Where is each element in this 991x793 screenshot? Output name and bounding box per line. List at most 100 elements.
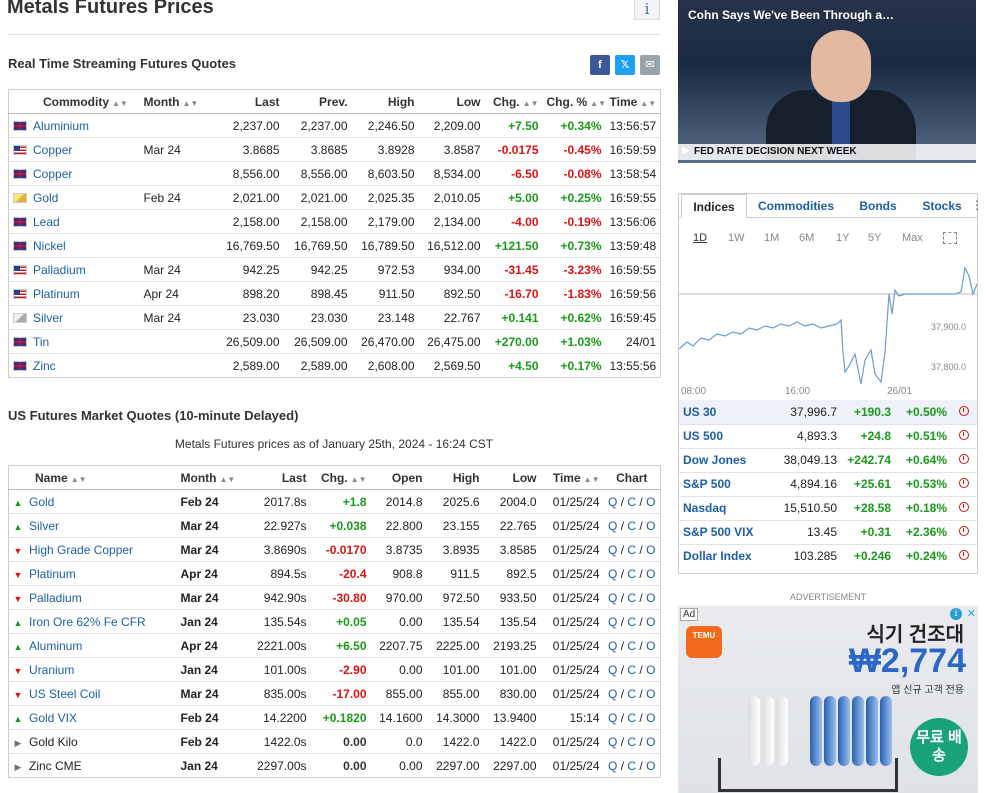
commodity-link[interactable]: Tin	[33, 334, 50, 349]
options-link[interactable]: O	[646, 638, 656, 653]
table-row[interactable]: Gold Feb 24 2,021.00 2,021.00 2,025.35 2,010.…	[8, 185, 661, 210]
col-chg[interactable]: Chg. ▲▼	[310, 465, 371, 490]
chart-link[interactable]: C	[627, 494, 637, 509]
future-name[interactable]: High Grade Copper	[29, 542, 134, 557]
col-low[interactable]: Low	[418, 89, 485, 114]
chart-link[interactable]: C	[627, 566, 637, 581]
chart-link[interactable]: C	[627, 686, 637, 701]
col-low[interactable]: Low	[483, 465, 541, 490]
col-last[interactable]: Last	[207, 89, 284, 114]
col-chg-pct[interactable]: Chg. % ▲▼	[542, 89, 606, 114]
quote-link[interactable]: Q	[608, 590, 618, 605]
table-row[interactable]: Copper Mar 24 3.8685 3.8685 3.8928 3.8587 -0.0…	[8, 137, 661, 162]
future-name[interactable]: Gold VIX	[29, 710, 78, 725]
index-row[interactable]: Nasdaq 15,510.50 +28.58 +0.18%	[679, 496, 977, 521]
quote-link[interactable]: Q	[608, 614, 618, 629]
options-link[interactable]: O	[646, 734, 656, 749]
email-share-icon[interactable]: ✉	[640, 55, 660, 75]
options-link[interactable]: O	[646, 518, 656, 533]
commodity-link[interactable]: Copper	[33, 142, 73, 157]
table-row[interactable]: ▼ High Grade Copper Mar 24 3.8690s -0.0170 3.…	[8, 537, 661, 562]
tab-stocks[interactable]: Stocks	[922, 199, 962, 213]
index-row[interactable]: US 500 4,893.3 +24.8 +0.51%	[679, 424, 977, 449]
quote-link[interactable]: Q	[608, 686, 618, 701]
future-name[interactable]: US Steel Coil	[29, 686, 101, 701]
table-row[interactable]: ▶ Zinc CME Jan 24 2297.00s 0.00 0.00 2297.00 22…	[9, 754, 661, 778]
quote-link[interactable]: Q	[608, 542, 618, 557]
table-row[interactable]: Tin 26,509.00 26,509.00 26,470.00 26,475.00 +…	[8, 329, 661, 354]
col-last[interactable]: Last	[240, 465, 311, 490]
table-row[interactable]: ▲ Gold Feb 24 2017.8s +1.8 2014.8 2025.6 2004.0…	[8, 489, 661, 514]
range-5y[interactable]: 5Y	[868, 232, 882, 244]
index-name[interactable]: US 30	[679, 400, 771, 425]
table-row[interactable]: ▲ Silver Mar 24 22.927s +0.038 22.800 23.155 22…	[8, 513, 661, 538]
chart-link[interactable]: C	[627, 614, 637, 629]
commodity-link[interactable]: Copper	[33, 166, 73, 181]
col-high[interactable]: High	[351, 89, 419, 114]
table-row[interactable]: Aluminium 2,237.00 2,237.00 2,246.50 2,209.0…	[8, 113, 661, 138]
future-name[interactable]: Gold	[29, 494, 55, 509]
chart-link[interactable]: C	[627, 758, 637, 773]
quote-link[interactable]: Q	[608, 494, 618, 509]
col-name[interactable]: Name ▲▼	[8, 465, 177, 490]
options-link[interactable]: O	[646, 758, 656, 773]
range-1y[interactable]: 1Y	[836, 232, 850, 244]
table-row[interactable]: Palladium Mar 24 942.25 942.25 972.53 934.00-…	[8, 257, 661, 282]
table-row[interactable]: ▼ Uranium Jan 24 101.00s -2.90 0.00 101.00 101.…	[8, 657, 661, 682]
options-link[interactable]: O	[646, 614, 656, 629]
chart-link[interactable]: C	[627, 710, 637, 725]
table-row[interactable]: ▼ Platinum Apr 24 894.5s -20.4 908.8 911.5 892.…	[8, 561, 661, 586]
facebook-share-icon[interactable]: f	[590, 55, 610, 75]
quote-link[interactable]: Q	[608, 758, 618, 773]
table-row[interactable]: Lead 2,158.00 2,158.00 2,179.00 2,134.00 -4.0…	[8, 209, 661, 234]
twitter-share-icon[interactable]: 𝕏	[615, 55, 635, 75]
chart-link[interactable]: C	[627, 734, 637, 749]
index-name[interactable]: S&P 500	[679, 472, 771, 497]
table-row[interactable]: ▼ Palladium Mar 24 942.90s -30.80 970.00 972.5…	[8, 585, 661, 610]
commodity-link[interactable]: Gold	[33, 190, 59, 205]
info-icon[interactable]: i	[634, 0, 660, 20]
range-max[interactable]: Max	[902, 232, 923, 244]
chart-link[interactable]: C	[627, 518, 637, 533]
tab-indices[interactable]: Indices	[681, 194, 747, 218]
options-link[interactable]: O	[646, 662, 656, 677]
index-row[interactable]: S&P 500 VIX 13.45 +0.31 +2.36%	[679, 520, 977, 545]
chart-link[interactable]: C	[627, 542, 637, 557]
future-name[interactable]: Platinum	[29, 566, 76, 581]
col-time[interactable]: Time ▲▼	[605, 89, 661, 114]
table-row[interactable]: Copper 8,556.00 8,556.00 8,603.50 8,534.00 -6…	[8, 161, 661, 186]
future-name[interactable]: Iron Ore 62% Fe CFR	[29, 614, 146, 629]
col-high[interactable]: High	[426, 465, 484, 490]
tab-commodities[interactable]: Commodities	[757, 199, 834, 213]
col-commodity[interactable]: Commodity ▲▼	[8, 89, 140, 114]
tab-bonds[interactable]: Bonds	[859, 199, 897, 213]
table-row[interactable]: ▲ Aluminum Apr 24 2221.00s +6.50 2207.75 2225.…	[8, 633, 661, 658]
range-1d[interactable]: 1D	[693, 232, 708, 244]
range-6m[interactable]: 6M	[799, 232, 815, 244]
video-player[interactable]: Cohn Says We've Been Through a… FED RATE…	[678, 0, 976, 163]
table-row[interactable]: ▲ Iron Ore 62% Fe CFR Jan 24 135.54s +0.05 0.…	[8, 609, 661, 634]
commodity-link[interactable]: Palladium	[33, 262, 86, 277]
table-row[interactable]: Nickel 16,769.50 16,769.50 16,789.50 16,512.…	[8, 233, 661, 258]
options-link[interactable]: O	[646, 710, 656, 725]
index-row[interactable]: US 30 37,996.7 +190.3 +0.50%	[679, 400, 977, 425]
play-icon[interactable]: ▶	[682, 145, 690, 156]
col-open[interactable]: Open	[370, 465, 427, 490]
chart-link[interactable]: C	[627, 638, 637, 653]
col-prev[interactable]: Prev.	[283, 89, 352, 114]
index-name[interactable]: Nasdaq	[679, 496, 771, 521]
future-name[interactable]: Palladium	[29, 590, 82, 605]
table-row[interactable]: Platinum Apr 24 898.20 898.45 911.50 892.50 -1…	[8, 281, 661, 306]
range-1m[interactable]: 1M	[764, 232, 780, 244]
index-row[interactable]: Dollar Index 103.285 +0.246 +0.24%	[679, 544, 977, 568]
table-row[interactable]: ▶ Gold Kilo Feb 24 1422.0s 0.00 0.0 1422.0 1422…	[8, 729, 661, 754]
commodity-link[interactable]: Platinum	[33, 286, 80, 301]
ad-info-icon[interactable]: i	[950, 608, 962, 620]
commodity-link[interactable]: Nickel	[33, 238, 66, 253]
table-row[interactable]: ▼ US Steel Coil Mar 24 835.00s -17.00 855.00 8…	[8, 681, 661, 706]
more-options-icon[interactable]: ⋮	[971, 198, 983, 212]
index-name[interactable]: Dow Jones	[679, 448, 771, 473]
options-link[interactable]: O	[646, 686, 656, 701]
quote-link[interactable]: Q	[608, 734, 618, 749]
fullscreen-icon[interactable]	[943, 232, 957, 244]
